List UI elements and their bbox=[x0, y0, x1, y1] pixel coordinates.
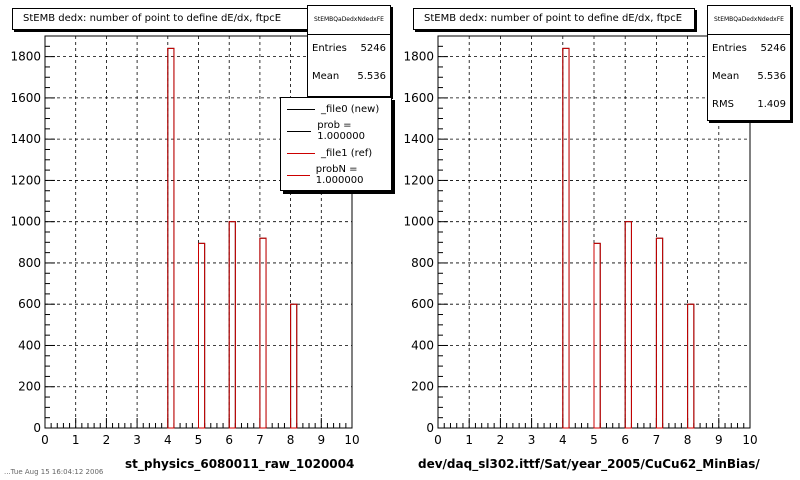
right-y-tick-label: 1600 bbox=[403, 91, 434, 105]
left-x-tick-label: 2 bbox=[103, 433, 111, 447]
left-x-tick-label: 9 bbox=[317, 433, 325, 447]
right-histogram-bar bbox=[655, 237, 664, 429]
legend-swatch bbox=[287, 108, 315, 110]
left-histogram-bar bbox=[259, 237, 267, 429]
left-x-tick-label: 7 bbox=[256, 433, 264, 447]
right-x-tick-label: 4 bbox=[559, 433, 567, 447]
left-y-tick-label: 1600 bbox=[10, 91, 41, 105]
legend: _file0 (new) prob = 1.000000 _file1 (ref… bbox=[280, 97, 392, 191]
right-x-tick-label: 5 bbox=[590, 433, 598, 447]
right-title: StEMB dedx: number of point to define dE… bbox=[424, 13, 683, 24]
right-x-tick-label: 0 bbox=[434, 433, 442, 447]
left-stats-mean: Mean 5.536 bbox=[312, 71, 386, 82]
left-histogram-bar bbox=[198, 242, 206, 429]
left-y-tick-label: 600 bbox=[18, 297, 41, 311]
right-histogram-bar bbox=[562, 47, 570, 429]
right-stats-box: StEMBQaDedxNdedxFE Entries 5246 Mean 5.5… bbox=[707, 5, 791, 121]
left-histogram-bar bbox=[228, 221, 236, 429]
left-y-tick-label: 400 bbox=[18, 338, 41, 352]
right-y-tick-label: 400 bbox=[411, 338, 434, 352]
left-x-tick-label: 1 bbox=[72, 433, 80, 447]
left-x-axis-label: st_physics_6080011_raw_1020004 bbox=[125, 457, 355, 471]
right-y-tick-label: 1000 bbox=[403, 215, 434, 229]
left-x-tick-label: 4 bbox=[164, 433, 172, 447]
right-stats-mean: Mean 5.536 bbox=[712, 71, 786, 82]
right-x-tick-label: 10 bbox=[742, 433, 757, 447]
right-histogram-bar bbox=[687, 303, 695, 429]
right-x-tick-label: 8 bbox=[684, 433, 692, 447]
right-stats-name: StEMBQaDedxNdedxFE bbox=[708, 6, 790, 35]
legend-swatch bbox=[287, 152, 315, 154]
left-stats-name: StEMBQaDedxNdedxFE bbox=[308, 6, 390, 35]
left-stats-entries: Entries 5246 bbox=[312, 43, 386, 54]
right-x-tick-label: 1 bbox=[465, 433, 473, 447]
left-y-tick-label: 200 bbox=[18, 380, 41, 394]
legend-item: prob = 1.000000 bbox=[281, 120, 391, 142]
right-histogram-bar bbox=[593, 242, 601, 429]
legend-item: _file0 (new) bbox=[281, 98, 391, 120]
right-x-axis-label: dev/daq_sl302.ittf/Sat/year_2005/CuCu62_… bbox=[418, 457, 760, 471]
right-y-tick-label: 600 bbox=[411, 297, 434, 311]
right-histogram-bar bbox=[624, 221, 632, 429]
left-histogram-bar bbox=[290, 303, 298, 429]
left-y-tick-label: 1000 bbox=[10, 215, 41, 229]
left-title-box: StEMB dedx: number of point to define dE… bbox=[12, 8, 314, 30]
right-x-tick-label: 2 bbox=[497, 433, 505, 447]
right-y-tick-label: 800 bbox=[411, 256, 434, 270]
left-x-tick-label: 6 bbox=[225, 433, 233, 447]
footer-timestamp: ...Tue Aug 15 16:04:12 2006 bbox=[4, 468, 104, 476]
legend-swatch bbox=[287, 174, 310, 176]
left-y-tick-label: 1200 bbox=[10, 173, 41, 187]
left-x-tick-label: 8 bbox=[287, 433, 295, 447]
left-title: StEMB dedx: number of point to define dE… bbox=[23, 13, 282, 24]
left-y-tick-label: 800 bbox=[18, 256, 41, 270]
right-stats-entries: Entries 5246 bbox=[712, 43, 786, 54]
left-histogram-bar bbox=[167, 47, 175, 429]
left-y-tick-label: 0 bbox=[33, 421, 41, 435]
legend-swatch bbox=[287, 130, 312, 132]
right-y-tick-label: 1200 bbox=[403, 173, 434, 187]
right-stats-rms: RMS 1.409 bbox=[712, 99, 786, 110]
left-y-tick-label: 1400 bbox=[10, 132, 41, 146]
right-y-tick-label: 1800 bbox=[403, 50, 434, 64]
right-x-tick-label: 7 bbox=[653, 433, 661, 447]
left-stats-box: StEMBQaDedxNdedxFE Entries 5246 Mean 5.5… bbox=[307, 5, 391, 97]
right-x-tick-label: 6 bbox=[621, 433, 629, 447]
right-y-tick-label: 1400 bbox=[403, 132, 434, 146]
left-y-tick-label: 1800 bbox=[10, 50, 41, 64]
legend-item: _file1 (ref) bbox=[281, 142, 391, 164]
left-x-tick-label: 10 bbox=[344, 433, 359, 447]
right-x-tick-label: 3 bbox=[528, 433, 536, 447]
legend-item: probN = 1.000000 bbox=[281, 164, 391, 186]
right-y-tick-label: 200 bbox=[411, 380, 434, 394]
right-x-tick-label: 9 bbox=[715, 433, 723, 447]
left-x-tick-label: 5 bbox=[195, 433, 203, 447]
left-x-tick-label: 0 bbox=[41, 433, 49, 447]
right-y-tick-label: 0 bbox=[426, 421, 434, 435]
left-x-tick-label: 3 bbox=[133, 433, 141, 447]
right-title-box: StEMB dedx: number of point to define dE… bbox=[413, 8, 695, 30]
